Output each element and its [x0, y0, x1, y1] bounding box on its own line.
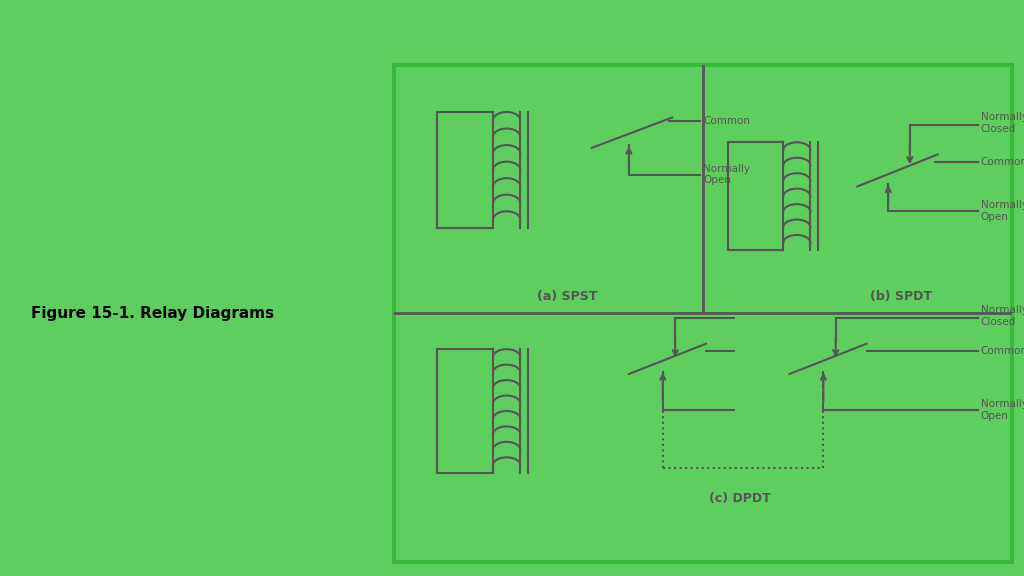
Text: Normally
Open: Normally Open [981, 200, 1024, 222]
Text: (c) DPDT: (c) DPDT [710, 492, 771, 505]
Text: Normally
Closed: Normally Closed [981, 305, 1024, 327]
Text: Normally
Closed: Normally Closed [981, 112, 1024, 134]
Text: Common: Common [702, 116, 750, 126]
Text: Normally
Open: Normally Open [981, 399, 1024, 420]
Text: Figure 15-1. Relay Diagrams: Figure 15-1. Relay Diagrams [31, 306, 274, 321]
Text: Common: Common [981, 157, 1024, 166]
Text: (a) SPST: (a) SPST [537, 290, 597, 304]
Text: Common: Common [981, 346, 1024, 356]
Text: (b) SPDT: (b) SPDT [869, 290, 932, 304]
Text: Normally
Open: Normally Open [702, 164, 750, 185]
